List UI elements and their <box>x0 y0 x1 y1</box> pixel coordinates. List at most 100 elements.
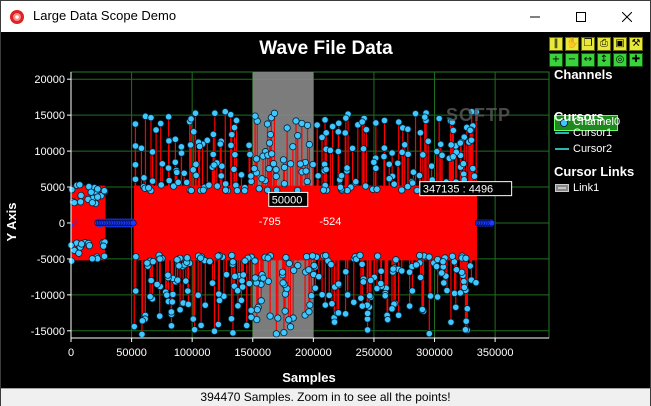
data-point-marker <box>463 305 471 313</box>
data-point-marker <box>163 291 171 299</box>
data-point-marker <box>238 277 246 285</box>
x-tick-label: 350000 <box>477 347 514 359</box>
zoom-fit-icon: ◎ <box>615 54 625 65</box>
zoom-x-icon: ↔ <box>583 54 593 65</box>
data-point-marker <box>428 162 436 170</box>
scope-plot-area[interactable]: 0 50000 100000 150000 200000 250000 300000 3500… <box>1 32 650 388</box>
data-point-marker <box>189 315 197 323</box>
legend-cursor-links-title: Cursor Links <box>554 164 635 179</box>
data-point-marker <box>409 179 417 187</box>
data-point-marker <box>272 330 280 338</box>
zoom-out-button[interactable]: − <box>565 53 579 67</box>
data-point-marker <box>171 158 179 166</box>
y-tick-label: 0 <box>59 218 65 230</box>
data-point-marker <box>190 128 198 136</box>
data-point-marker <box>173 256 181 264</box>
data-point-marker <box>146 292 154 301</box>
data-point-marker <box>449 126 457 135</box>
print-button[interactable]: ⎙ <box>597 37 611 51</box>
data-point-marker <box>197 254 205 262</box>
pause-button[interactable]: ‖ <box>549 37 563 51</box>
data-point-marker <box>247 306 255 314</box>
data-point-marker <box>158 160 166 168</box>
data-point-marker <box>209 150 217 159</box>
y-axis-label: Y Axis <box>4 202 19 241</box>
data-point-marker <box>265 165 273 173</box>
data-point-marker <box>406 302 414 310</box>
data-point-marker <box>319 186 328 194</box>
zoom-fit-button[interactable]: ◎ <box>613 53 627 67</box>
data-point-marker <box>247 313 255 321</box>
data-point-marker <box>456 139 464 147</box>
baseline-marker <box>129 219 137 227</box>
data-point-marker <box>462 317 470 325</box>
data-point-marker <box>318 291 326 299</box>
data-point-marker <box>328 300 336 308</box>
data-point-marker <box>266 312 274 320</box>
data-point-marker <box>259 274 267 282</box>
cursor-label-text: 50000 <box>272 194 303 206</box>
cursor1-legend-item[interactable]: Cursor1 <box>573 127 613 139</box>
data-point-marker <box>266 130 275 139</box>
data-point-marker <box>131 142 140 150</box>
data-point-marker <box>165 177 173 185</box>
data-point-marker <box>404 182 412 191</box>
add-button[interactable]: ✚ <box>629 53 643 67</box>
maximize-button[interactable] <box>558 1 604 32</box>
data-point-marker <box>281 307 289 315</box>
data-point-marker <box>228 251 236 260</box>
settings-button[interactable]: ⚒ <box>629 37 643 51</box>
data-point-marker <box>168 298 176 306</box>
data-point-marker <box>231 272 239 280</box>
data-point-marker <box>306 301 314 309</box>
y-tick-label: -5000 <box>37 254 65 266</box>
wave-chart[interactable]: 0 50000 100000 150000 200000 250000 300000 3500… <box>1 32 650 388</box>
cursor2-legend-item[interactable]: Cursor2 <box>573 143 613 155</box>
data-point-marker <box>425 253 433 261</box>
legend-cursors-title: Cursors <box>554 109 604 124</box>
data-point-marker <box>311 284 319 292</box>
data-point-marker <box>245 279 253 288</box>
link1-legend-item[interactable]: Link1 <box>573 182 600 194</box>
data-point-marker <box>287 160 295 168</box>
data-point-marker <box>292 117 300 125</box>
axis-layer: 0 50000 100000 150000 200000 250000 300000 3500… <box>31 72 549 359</box>
hand-icon: ✋ <box>566 38 579 49</box>
data-point-marker <box>352 178 360 186</box>
close-button[interactable] <box>604 1 650 32</box>
data-point-marker <box>362 126 370 134</box>
print-icon: ⎙ <box>600 38 608 49</box>
data-point-marker <box>68 186 76 194</box>
data-point-marker <box>390 180 398 188</box>
x-tick-label: 0 <box>68 347 74 359</box>
data-point-marker <box>439 258 447 266</box>
data-point-marker <box>184 300 192 308</box>
zoom-x-button[interactable]: ↔ <box>581 53 595 67</box>
y-tick-label: 5000 <box>41 182 65 194</box>
save-button[interactable]: ▣ <box>613 37 627 51</box>
data-point-marker <box>239 283 247 291</box>
hand-button[interactable]: ✋ <box>565 37 579 51</box>
data-point-marker <box>265 139 274 147</box>
data-point-marker <box>342 268 350 276</box>
x-tick-label: 200000 <box>295 347 332 359</box>
copy-button[interactable]: ❐ <box>581 37 595 51</box>
data-point-marker <box>315 273 323 281</box>
data-point-marker <box>147 114 155 122</box>
data-point-marker <box>305 308 313 316</box>
data-point-marker <box>145 184 153 192</box>
data-point-marker <box>75 249 83 257</box>
data-point-marker <box>336 183 345 191</box>
data-point-marker <box>303 177 311 186</box>
zoom-y-button[interactable]: ↕ <box>597 53 611 67</box>
minimize-button[interactable] <box>512 1 558 32</box>
data-point-marker <box>251 112 259 120</box>
data-point-marker <box>70 199 78 207</box>
data-point-marker <box>334 147 342 156</box>
data-point-marker <box>191 109 200 117</box>
data-point-marker <box>285 316 293 324</box>
zoom-in-button[interactable]: + <box>549 53 563 67</box>
data-point-marker <box>302 167 310 175</box>
data-point-marker <box>282 253 290 262</box>
channel0-legend-item[interactable] <box>554 115 618 131</box>
